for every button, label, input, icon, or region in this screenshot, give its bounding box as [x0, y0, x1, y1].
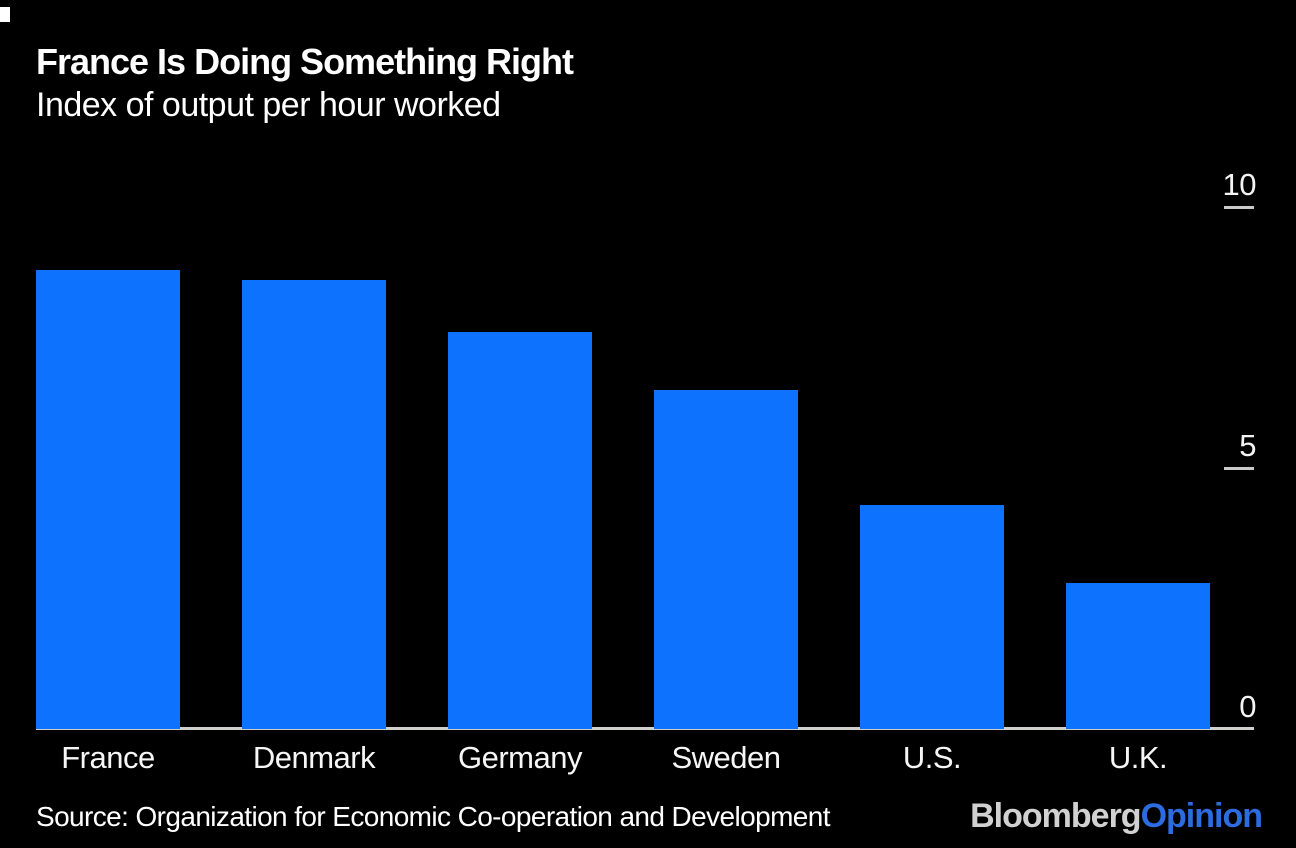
y-axis-label-0: 0 [1239, 689, 1256, 724]
bar-denmark [242, 280, 386, 729]
x-axis-label-uk: U.K. [1108, 740, 1168, 775]
x-axis-label-germany: Germany [458, 740, 582, 775]
x-axis-label-sweden: Sweden [671, 740, 781, 775]
y-axis-label-10: 10 [1222, 167, 1257, 202]
chart-subtitle: Index of output per hour worked [36, 86, 501, 124]
bar-germany [448, 332, 592, 729]
screen-corner-artifact [0, 7, 10, 22]
x-axis-label-france: France [61, 740, 155, 775]
x-axis-label-denmark: Denmark [252, 740, 376, 775]
bar-france [36, 270, 180, 729]
x-axis-baseline [36, 727, 1254, 730]
logo-division-text: Opinion [1140, 797, 1263, 835]
y-axis-tick-5 [1224, 467, 1254, 470]
bar-sweden [654, 390, 798, 729]
y-axis-tick-10 [1224, 206, 1254, 209]
chart-title: France Is Doing Something Right [36, 41, 574, 82]
bar-uk [1066, 583, 1210, 729]
bloomberg-opinion-logo: BloombergOpinion [970, 797, 1263, 835]
y-axis-label-5: 5 [1239, 428, 1256, 463]
x-axis-label-us: U.S. [902, 740, 962, 775]
source-attribution: Source: Organization for Economic Co-ope… [36, 801, 831, 832]
logo-brand-text: Bloomberg [970, 797, 1141, 835]
bar-us [860, 505, 1004, 729]
